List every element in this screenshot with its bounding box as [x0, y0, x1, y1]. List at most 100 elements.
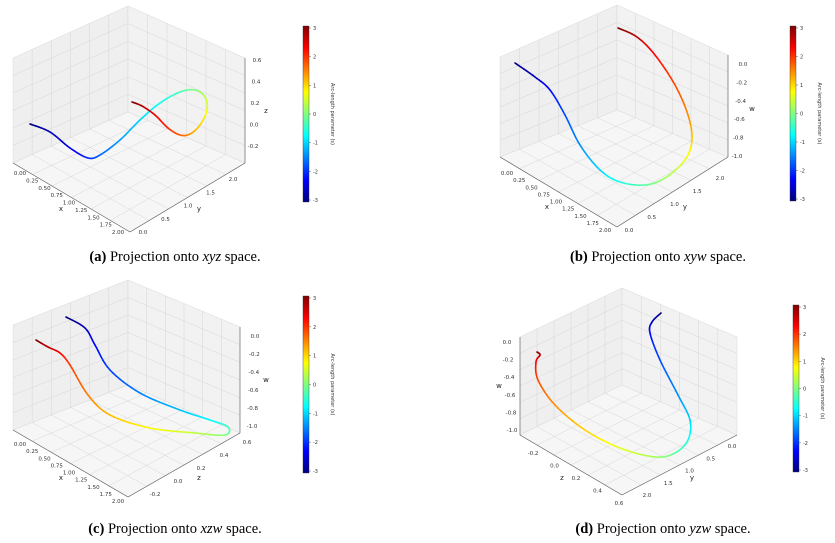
- curve-segment: [628, 450, 635, 454]
- panel-d: -0.2 0.0 0.2 0.4 0.6 2.0 1.5 1.0 0.5 0.0 0.0 -0.2 -0…: [496, 287, 825, 507]
- x-tick-label: 1.25: [75, 478, 88, 484]
- grid-line: [616, 22, 729, 73]
- z-tick-label: -0.4: [248, 370, 259, 376]
- caption-c: (c) Projection onto xzw space.: [88, 521, 262, 537]
- caption-d: (d) Projection onto yzw space.: [575, 521, 751, 537]
- z-tick-label: -0.8: [506, 410, 517, 416]
- colorbar-label: Arc-length parameter (s): [329, 83, 335, 145]
- colorbar-tick-label: 3: [313, 26, 316, 32]
- x-tick-label: 1.25: [562, 207, 575, 213]
- curve-segment: [568, 417, 574, 422]
- z-tick-label: -1.0: [732, 154, 743, 160]
- curve-segment: [668, 376, 673, 384]
- curve-segment: [138, 424, 146, 428]
- colorbar-tick-label: -3: [313, 198, 318, 204]
- grid-line: [12, 23, 129, 76]
- grid-line: [127, 23, 246, 76]
- x-tick-label: 0.50: [38, 456, 51, 462]
- curve-segment: [122, 419, 130, 424]
- x-tick-label: 0.75: [51, 463, 64, 469]
- x-axis-label: x: [59, 205, 63, 213]
- z-tick-label: 0.0: [503, 340, 512, 346]
- x-tick-label: -0.2: [528, 451, 539, 457]
- z-tick-label: -0.8: [247, 406, 258, 412]
- x-tick-label: 1.50: [87, 215, 100, 221]
- x-tick-label: 1.00: [63, 471, 76, 477]
- x-tick-label: 0.25: [513, 178, 526, 184]
- grid-line: [519, 303, 623, 354]
- y-tick-label: 0.6: [243, 440, 252, 446]
- y-tick-label: 1.5: [206, 190, 215, 196]
- x-tick-label: 0.6: [615, 501, 624, 507]
- curve-segment: [564, 413, 570, 419]
- curve-segment: [153, 399, 161, 404]
- curve-segment: [584, 429, 590, 434]
- x-tick-label: 0.00: [501, 171, 514, 177]
- colorbar-tick-label: 0: [803, 387, 806, 393]
- panel-b: 0.000.250.500.751.001.251.501.752.00 0.00…: [499, 4, 822, 234]
- x-tick-label: 0.0: [550, 464, 559, 470]
- x-tick-label: 2.00: [599, 228, 612, 234]
- z-tick-label: -0.2: [248, 144, 259, 150]
- x-tick-label: 0.00: [14, 442, 27, 448]
- grid-line: [604, 426, 718, 486]
- curve-segment: [670, 381, 675, 388]
- z-tick-label: -0.6: [734, 117, 745, 123]
- x-tick-label: 1.50: [574, 214, 587, 220]
- colorbar-tick-label: 0: [313, 383, 316, 389]
- colorbar-tick-label: 2: [313, 55, 316, 61]
- x-axis-line: [499, 156, 618, 228]
- colorbar-tick-label: 0: [313, 112, 316, 118]
- x-axis-label: z: [560, 474, 564, 482]
- z-tick-label: -0.2: [736, 80, 747, 86]
- colorbar-tick-label: -2: [313, 169, 318, 175]
- curve-segment: [601, 439, 608, 444]
- colorbar-tick-label: -3: [800, 197, 805, 203]
- colorbar-tick-label: 3: [800, 26, 803, 32]
- x-tick-label: 0.25: [26, 178, 39, 184]
- y-tick-label: 1.0: [685, 469, 694, 475]
- curve-segment: [172, 430, 180, 433]
- curve-segment: [143, 426, 151, 429]
- curve-segment: [605, 441, 612, 446]
- z-tick-label: 0.4: [252, 80, 261, 86]
- curve-segment: [35, 339, 38, 342]
- x-tick-label: 1.50: [87, 485, 100, 491]
- y-tick-label: 1.5: [664, 481, 673, 487]
- curve-segment: [663, 367, 668, 374]
- z-tick-label: -0.4: [735, 99, 746, 105]
- curve-segment: [632, 451, 640, 455]
- y-tick-label: 0.4: [220, 453, 229, 459]
- colorbar: [302, 295, 310, 474]
- curve-segment: [580, 426, 586, 431]
- z-axis-label: z: [264, 107, 268, 115]
- y-axis-line: [129, 162, 246, 233]
- grid-line: [597, 148, 710, 216]
- curve-segment: [166, 429, 174, 432]
- curve-segment: [117, 418, 125, 422]
- y-tick-label: 0.0: [174, 479, 183, 485]
- z-tick-label: -0.2: [249, 352, 260, 358]
- y-axis-line: [127, 432, 241, 498]
- colorbar: [792, 304, 800, 473]
- x-tick-label: 0.50: [525, 185, 538, 191]
- y-tick-label: 2.0: [716, 176, 725, 182]
- colorbar-tick-label: 3: [803, 305, 806, 311]
- z-tick-label: 0.0: [739, 62, 748, 68]
- colorbar-tick-label: 1: [313, 83, 316, 89]
- z-tick-label: 0.0: [250, 123, 259, 129]
- y-axis-label: z: [197, 474, 201, 482]
- x-axis-line: [12, 429, 129, 498]
- colorbar-tick-label: 3: [313, 296, 316, 302]
- curve-segment: [623, 448, 630, 452]
- curve-segment: [113, 416, 120, 420]
- colorbar-tick-label: -1: [800, 140, 805, 146]
- z-tick-label: -0.8: [733, 136, 744, 142]
- x-tick-label: 1.75: [100, 492, 113, 498]
- colorbar-tick-label: -1: [313, 411, 318, 417]
- x-tick-label: 0.2: [572, 476, 581, 482]
- caption-a: (a) Projection onto xyz space.: [89, 249, 261, 265]
- y-tick-label: 0.0: [139, 230, 148, 236]
- panel-c: 0.000.250.500.751.001.251.501.752.00-0.2…: [12, 279, 335, 505]
